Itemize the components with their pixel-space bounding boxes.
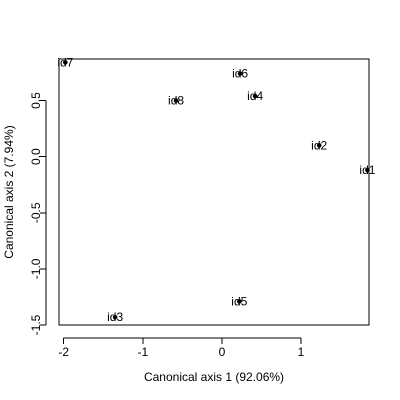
y-axis-title: Canonical axis 2 (7.94%) <box>2 125 16 258</box>
data-point-id6 <box>237 71 243 76</box>
x-axis: -2 -1 0 1 <box>58 337 305 359</box>
data-point-id8 <box>173 98 179 103</box>
data-point-id3 <box>112 314 118 320</box>
point-label-id8: id8 <box>168 94 184 108</box>
y-axis: -1.5 -1.0 -0.5 0.0 0.5 <box>29 92 47 335</box>
x-tick-label: -1 <box>137 345 148 359</box>
point-label-id6: id6 <box>232 67 248 81</box>
y-tick-label: -1.0 <box>29 258 43 279</box>
point-label-id2: id2 <box>311 138 327 152</box>
y-tick-label: -1.5 <box>29 314 43 335</box>
y-tick-label: 0.0 <box>29 148 43 165</box>
point-label-id3: id3 <box>107 310 123 324</box>
x-tick-label: 1 <box>298 345 305 359</box>
data-point-id5 <box>237 299 242 304</box>
data-point-id7 <box>63 60 68 65</box>
x-tick-label: -2 <box>58 345 69 359</box>
x-axis-title: Canonical axis 1 (92.06%) <box>144 370 284 384</box>
plot-frame <box>58 58 370 326</box>
point-label-id4: id4 <box>247 89 263 103</box>
point-label-id1: id1 <box>359 163 375 177</box>
point-label-id5: id5 <box>231 294 247 308</box>
data-point-id2 <box>316 143 322 148</box>
data-point-id4 <box>252 93 258 99</box>
x-tick-label: 0 <box>219 345 226 359</box>
data-points: id1 id2 id3 id4 id5 id6 id7 id8 <box>57 55 375 324</box>
y-tick-label: 0.5 <box>29 92 43 109</box>
y-tick-label: -0.5 <box>29 202 43 223</box>
data-point-id1 <box>365 167 370 173</box>
point-label-id7: id7 <box>57 55 73 69</box>
